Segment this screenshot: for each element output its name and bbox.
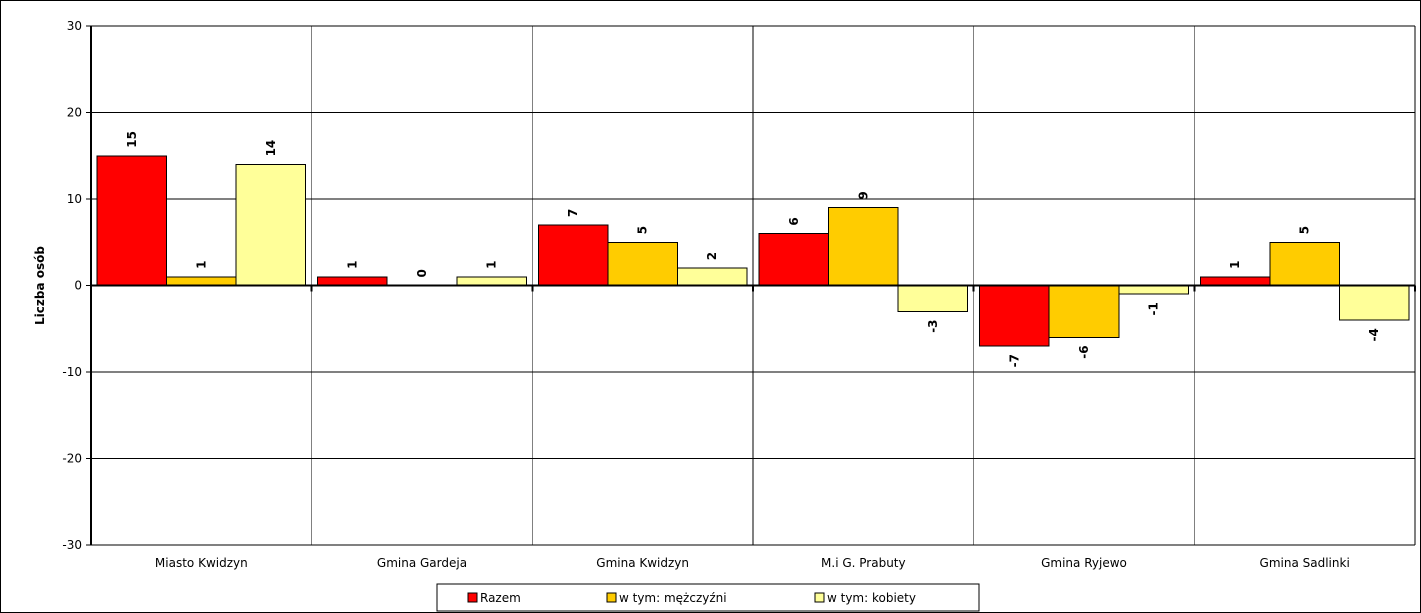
x-tick-label: Gmina Kwidzyn <box>596 556 689 570</box>
bar-1 <box>537 224 609 286</box>
bar-1 <box>317 276 388 287</box>
y-tick-label: -10 <box>62 365 82 379</box>
bar-2 <box>607 241 678 286</box>
data-label: 1 <box>194 260 208 268</box>
bar-1 <box>758 233 830 287</box>
x-tick-label: Gmina Ryjewo <box>1041 556 1127 570</box>
data-label: 0 <box>415 269 429 277</box>
data-label: 2 <box>705 252 719 260</box>
legend-swatch-1 <box>467 592 478 603</box>
legend-label-3: w tym: kobiety <box>827 591 916 605</box>
data-label: -4 <box>1367 328 1381 341</box>
x-tick-label: Gmina Sadlinki <box>1260 556 1350 570</box>
y-tick-label: -30 <box>62 538 82 552</box>
data-label: 15 <box>125 131 139 148</box>
legend-swatch-2 <box>606 592 617 603</box>
legend <box>436 583 980 612</box>
data-label: -3 <box>926 319 940 332</box>
y-tick-label: 30 <box>67 19 82 33</box>
data-label: 7 <box>566 209 580 217</box>
x-tick-label: Miasto Kwidzyn <box>155 556 248 570</box>
data-label: -7 <box>1007 354 1021 367</box>
data-label: 1 <box>345 260 359 268</box>
data-label: 1 <box>1228 260 1242 268</box>
data-label: -6 <box>1077 345 1091 358</box>
x-tick-label: Gmina Gardeja <box>377 556 467 570</box>
bar-3 <box>1338 285 1410 321</box>
data-label: 9 <box>856 191 870 199</box>
y-tick-label: 20 <box>67 106 82 120</box>
legend-label-2: w tym: mężczyźni <box>619 591 727 605</box>
bar-1 <box>1199 276 1271 287</box>
legend-label-1: Razem <box>480 591 521 605</box>
bar-3 <box>235 163 307 286</box>
bar-2 <box>1048 285 1120 338</box>
y-tick-label: 0 <box>74 279 82 293</box>
data-label: -1 <box>1147 302 1161 315</box>
bar-1 <box>979 285 1050 347</box>
y-axis-label: Liczba osób <box>33 246 47 325</box>
data-label: 1 <box>485 260 499 268</box>
bar-2 <box>1269 241 1340 286</box>
data-label: 14 <box>264 140 278 157</box>
data-label: 6 <box>787 217 801 225</box>
bar-3 <box>456 276 527 287</box>
bar-3 <box>897 285 969 312</box>
bar-2 <box>828 207 899 286</box>
bar-3 <box>1118 285 1189 295</box>
y-tick-label: 10 <box>67 192 82 206</box>
bar-1 <box>96 155 168 286</box>
x-tick-label: M.i G. Prabuty <box>821 556 906 570</box>
bar-2 <box>166 276 237 287</box>
data-label: 5 <box>636 226 650 234</box>
bar-3 <box>676 267 748 287</box>
legend-swatch-3 <box>814 592 825 603</box>
y-tick-label: -20 <box>62 452 82 466</box>
data-label: 5 <box>1298 226 1312 234</box>
